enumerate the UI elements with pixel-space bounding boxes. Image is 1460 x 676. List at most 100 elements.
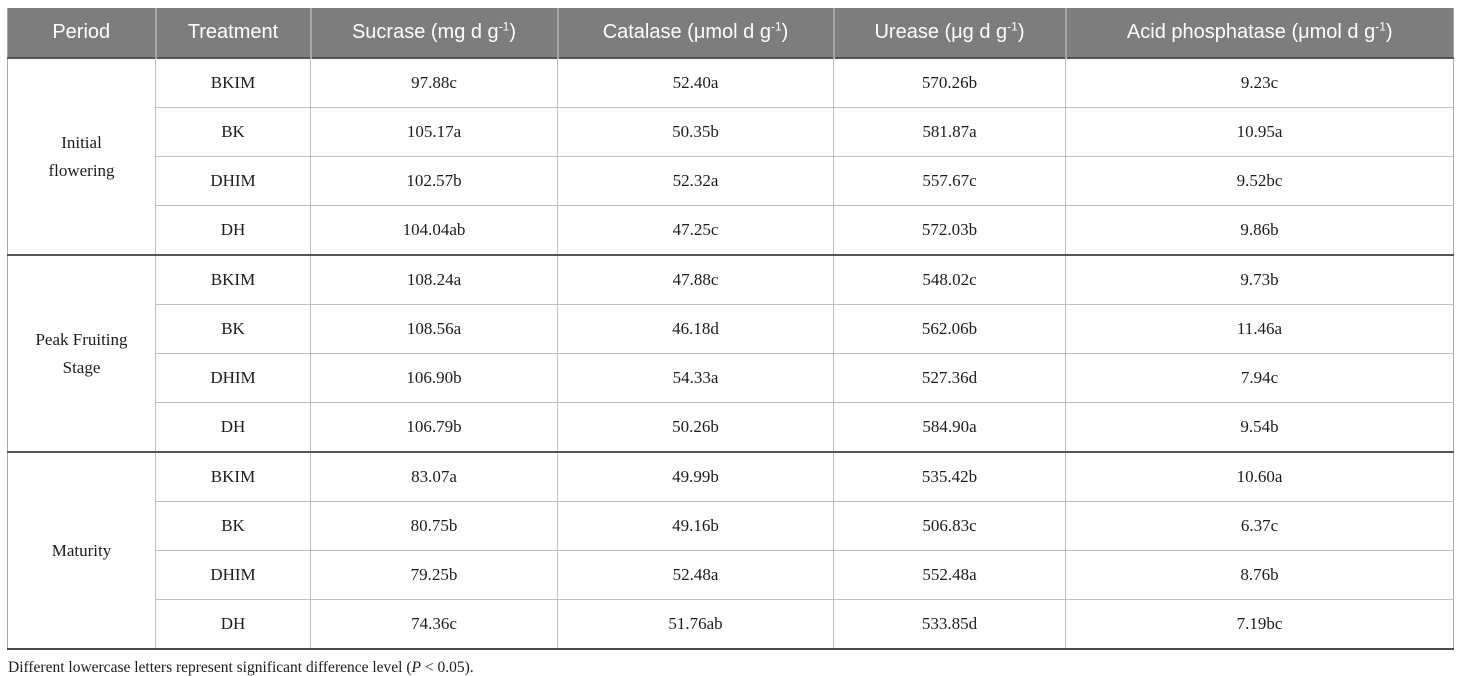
superscript: -1 (498, 19, 510, 34)
column-header-acid-phosphatase-label: Acid phosphatase (μmol d g (1126, 21, 1376, 43)
urease-value-cell: 570.26b (833, 57, 1066, 108)
sucrase-value-cell: 80.75b (310, 501, 558, 551)
treatment-cell: DHIM (155, 156, 311, 206)
column-header-urease-label: Urease (μg d g (874, 21, 1008, 43)
urease-value-cell: 552.48a (833, 550, 1066, 600)
column-header-sucrase-label: Sucrase (mg d g (351, 21, 499, 43)
treatment-cell: BK (155, 107, 311, 157)
sucrase-value-cell: 108.24a (310, 254, 558, 305)
catalase-value-cell: 46.18d (557, 304, 834, 354)
treatment-cell: DH (155, 402, 311, 453)
urease-value-cell: 527.36d (833, 353, 1066, 403)
urease-value-cell: 584.90a (833, 402, 1066, 453)
acid-phosphatase-value-cell: 6.37c (1065, 501, 1454, 551)
sucrase-value-cell: 106.79b (310, 402, 558, 453)
sucrase-value-cell: 104.04ab (310, 205, 558, 256)
catalase-value-cell: 52.48a (557, 550, 834, 600)
sucrase-value-cell: 83.07a (310, 451, 558, 502)
table-row: DHIM 102.57b 52.32a 557.67c 9.52bc (8, 156, 1454, 206)
table-row: DHIM 79.25b 52.48a 552.48a 8.76b (8, 550, 1454, 600)
urease-value-cell: 572.03b (833, 205, 1066, 256)
column-header-period: Period (7, 8, 156, 58)
urease-value-cell: 557.67c (833, 156, 1066, 206)
catalase-value-cell: 52.32a (557, 156, 834, 206)
sucrase-value-cell: 105.17a (310, 107, 558, 157)
sucrase-value-cell: 102.57b (310, 156, 558, 206)
period-cell: Initial flowering (7, 57, 156, 256)
superscript: -1 (1007, 19, 1018, 34)
column-header-urease: Urease (μg d g-1) (832, 8, 1066, 58)
close-paren: ) (509, 21, 517, 43)
acid-phosphatase-value-cell: 10.95a (1065, 107, 1454, 157)
treatment-cell: BK (155, 304, 311, 354)
column-header-treatment: Treatment (154, 8, 311, 58)
urease-value-cell: 548.02c (833, 254, 1066, 305)
catalase-value-cell: 50.26b (557, 402, 834, 453)
treatment-cell: DH (155, 599, 311, 650)
period-cell: Peak Fruiting Stage (7, 254, 156, 453)
close-paren: ) (781, 21, 789, 43)
urease-value-cell: 562.06b (833, 304, 1066, 354)
table-row: DH 104.04ab 47.25c 572.03b 9.86b (8, 205, 1454, 256)
close-paren: ) (1017, 21, 1025, 43)
close-paren: ) (1385, 21, 1393, 43)
table-row: BK 80.75b 49.16b 506.83c 6.37c (8, 501, 1454, 551)
acid-phosphatase-value-cell: 9.54b (1065, 402, 1454, 453)
column-header-catalase-label: Catalase (μmol d g (602, 21, 771, 43)
footnote-italic-p: P (411, 659, 421, 676)
enzyme-activity-table: Period Treatment Sucrase (mg d g-1) Cata… (7, 8, 1454, 650)
catalase-value-cell: 47.88c (557, 254, 834, 305)
catalase-value-cell: 52.40a (557, 57, 834, 108)
treatment-cell: BKIM (155, 451, 311, 502)
table-header: Period Treatment Sucrase (mg d g-1) Cata… (7, 8, 1454, 58)
urease-value-cell: 535.42b (833, 451, 1066, 502)
column-header-catalase: Catalase (μmol d g-1) (556, 8, 834, 58)
acid-phosphatase-value-cell: 9.86b (1065, 205, 1454, 256)
table-row: DH 74.36c 51.76ab 533.85d 7.19bc (8, 599, 1454, 650)
column-header-acid-phosphatase: Acid phosphatase (μmol d g-1) (1064, 8, 1454, 58)
footnote-text: Different lowercase letters represent si… (8, 659, 412, 676)
table-row: Initial flowering BKIM 97.88c 52.40a 570… (7, 57, 1454, 256)
treatment-cell: DHIM (155, 550, 311, 600)
superscript: -1 (1375, 19, 1386, 34)
urease-value-cell: 581.87a (833, 107, 1066, 157)
sucrase-value-cell: 79.25b (310, 550, 558, 600)
acid-phosphatase-value-cell: 9.23c (1065, 57, 1454, 108)
treatment-cell: DH (155, 205, 311, 256)
header-row: Period Treatment Sucrase (mg d g-1) Cata… (7, 8, 1454, 58)
table-footnote: Different lowercase letters represent si… (8, 659, 1453, 676)
table-row: BK 108.56a 46.18d 562.06b 11.46a (8, 304, 1454, 354)
urease-value-cell: 533.85d (833, 599, 1066, 650)
catalase-value-cell: 51.76ab (557, 599, 834, 650)
table-row: Maturity BKIM 83.07a 49.99b 535.42b 10.6… (7, 451, 1454, 650)
sucrase-value-cell: 97.88c (310, 57, 558, 108)
table-row: Peak Fruiting Stage BKIM 108.24a 47.88c … (7, 254, 1454, 453)
catalase-value-cell: 47.25c (557, 205, 834, 256)
acid-phosphatase-value-cell: 9.73b (1065, 254, 1454, 305)
urease-value-cell: 506.83c (833, 501, 1066, 551)
catalase-value-cell: 49.16b (557, 501, 834, 551)
treatment-cell: DHIM (155, 353, 311, 403)
period-cell: Maturity (7, 451, 156, 650)
footnote-text-end: < 0.05). (421, 659, 474, 676)
acid-phosphatase-value-cell: 7.19bc (1065, 599, 1454, 650)
table-row: DHIM 106.90b 54.33a 527.36d 7.94c (8, 353, 1454, 403)
column-header-sucrase: Sucrase (mg d g-1) (309, 8, 558, 58)
acid-phosphatase-value-cell: 11.46a (1065, 304, 1454, 354)
column-header-treatment-label: Treatment (187, 21, 279, 43)
catalase-value-cell: 54.33a (557, 353, 834, 403)
treatment-cell: BKIM (155, 57, 311, 108)
catalase-value-cell: 49.99b (557, 451, 834, 502)
sucrase-value-cell: 108.56a (310, 304, 558, 354)
table-row: BK 105.17a 50.35b 581.87a 10.95a (8, 107, 1454, 157)
acid-phosphatase-value-cell: 10.60a (1065, 451, 1454, 502)
acid-phosphatase-value-cell: 9.52bc (1065, 156, 1454, 206)
acid-phosphatase-value-cell: 7.94c (1065, 353, 1454, 403)
table-body: Initial flowering BKIM 97.88c 52.40a 570… (7, 57, 1454, 650)
treatment-cell: BKIM (155, 254, 311, 305)
acid-phosphatase-value-cell: 8.76b (1065, 550, 1454, 600)
superscript: -1 (770, 19, 782, 34)
column-header-period-label: Period (52, 21, 111, 43)
sucrase-value-cell: 74.36c (310, 599, 558, 650)
